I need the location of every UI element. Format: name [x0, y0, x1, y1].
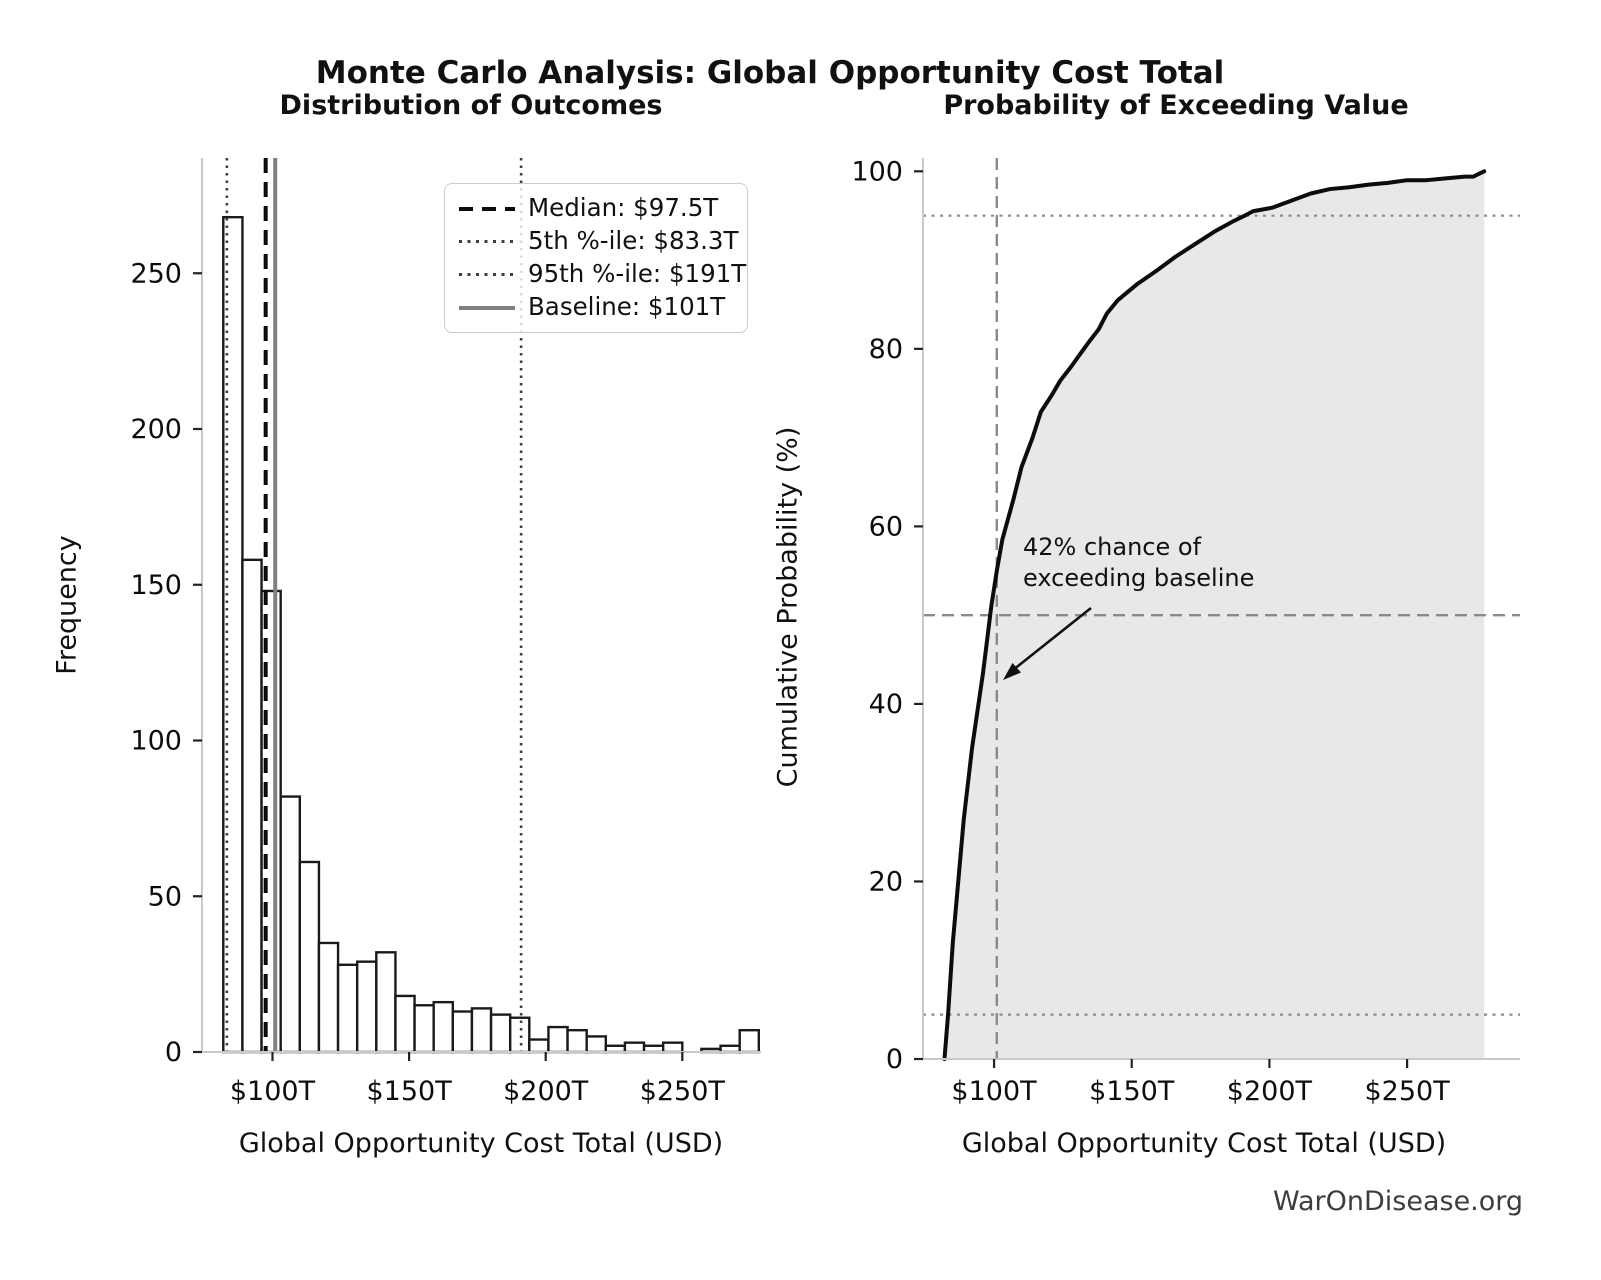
legend-label: 5th %-ile: $83.3T [528, 226, 739, 256]
histogram-bar [432, 1000, 455, 1054]
main-title: Monte Carlo Analysis: Global Opportunity… [315, 55, 1225, 91]
legend-swatch-dotted-dark [459, 240, 515, 243]
left-x-tick-label: $100T [230, 1076, 316, 1107]
right-y-tick-label: 60 [869, 511, 903, 542]
left-y-tick-label: 200 [130, 414, 182, 445]
histogram-bar [547, 1025, 569, 1054]
left-y-tick-label: 100 [130, 726, 182, 757]
histogram-bar [279, 795, 302, 1054]
annotation: 42% chance of exceeding baseline [1023, 532, 1254, 594]
right-x-axis-label: Global Opportunity Cost Total (USD) [961, 1128, 1447, 1159]
histogram-bar [451, 1010, 474, 1054]
histogram-bar [336, 963, 359, 1054]
watermark: WarOnDisease.org [1273, 1186, 1524, 1217]
histogram-bar [317, 941, 340, 1054]
right-y-axis-label: Cumulative Probability (%) [772, 426, 804, 788]
right-y-tick-label: 80 [869, 334, 903, 365]
left-x-tick-label: $250T [640, 1076, 726, 1107]
histogram-bar [298, 860, 321, 1054]
histogram-bar [413, 1004, 435, 1054]
left-x-tick-label: $200T [503, 1076, 589, 1107]
histogram-bar [661, 1041, 684, 1054]
right-chart-title: Probability of Exceeding Value [943, 90, 1409, 121]
cdf-curve [942, 169, 1487, 1061]
right-y-tick-label: 40 [869, 689, 903, 720]
left-x-axis-label: Global Opportunity Cost Total (USD) [238, 1128, 724, 1159]
right-y-tick-label: 0 [886, 1044, 903, 1075]
legend-item: Baseline: $101T [459, 295, 733, 320]
annotation-arrowhead [1003, 663, 1021, 680]
annotation-line-1: 42% chance of [1023, 533, 1202, 561]
right-y-tick-label: 100 [851, 156, 903, 187]
legend-label: Median: $97.5T [528, 193, 719, 223]
annotation-arrow-line [1012, 606, 1092, 672]
legend-item: 5th %-ile: $83.3T [459, 229, 738, 254]
histogram-bar [355, 960, 378, 1054]
histogram-bar [222, 215, 244, 1054]
right-y-tick-label: 20 [869, 866, 903, 897]
left-x-tick-label: $150T [366, 1076, 452, 1107]
histogram-bar [470, 1007, 493, 1054]
histogram-bar [528, 1038, 550, 1054]
histogram-bar [375, 951, 397, 1054]
legend-swatch-dotted-dark [459, 273, 515, 276]
legend-item: Median: $97.5T [459, 196, 733, 221]
left-y-axis-label: Frequency [51, 535, 83, 675]
left-y-tick-label: 0 [165, 1037, 182, 1068]
right-x-tick-label: $200T [1227, 1076, 1313, 1107]
histogram-bar [738, 1028, 761, 1054]
histogram-bar [585, 1035, 608, 1054]
legend-item: 95th %-ile: $191T [459, 262, 746, 287]
legend-label: Baseline: $101T [528, 292, 726, 322]
right-x-tick-label: $250T [1364, 1076, 1450, 1107]
legend-swatch-solid-gray [459, 305, 515, 310]
left-y-tick-label: 150 [130, 570, 182, 601]
histogram-bar [394, 994, 416, 1054]
histogram-bar [508, 1016, 531, 1054]
right-x-tick-label: $100T [951, 1076, 1037, 1107]
left-y-tick-label: 250 [130, 258, 182, 289]
histogram-bar [241, 558, 263, 1054]
right-x-tick-label: $150T [1089, 1076, 1175, 1107]
legend-swatch-dashed-black [459, 206, 515, 211]
histogram-bar [566, 1028, 588, 1054]
histogram-bar [623, 1041, 646, 1054]
legend: Median: $97.5T 5th %-ile: $83.3T 95th %-il… [444, 183, 748, 333]
left-y-tick-label: 50 [148, 881, 182, 912]
left-chart-title: Distribution of Outcomes [279, 90, 663, 121]
legend-label: 95th %-ile: $191T [528, 259, 747, 289]
histogram-bar [489, 1013, 512, 1054]
annotation-line-2: exceeding baseline [1023, 564, 1255, 592]
